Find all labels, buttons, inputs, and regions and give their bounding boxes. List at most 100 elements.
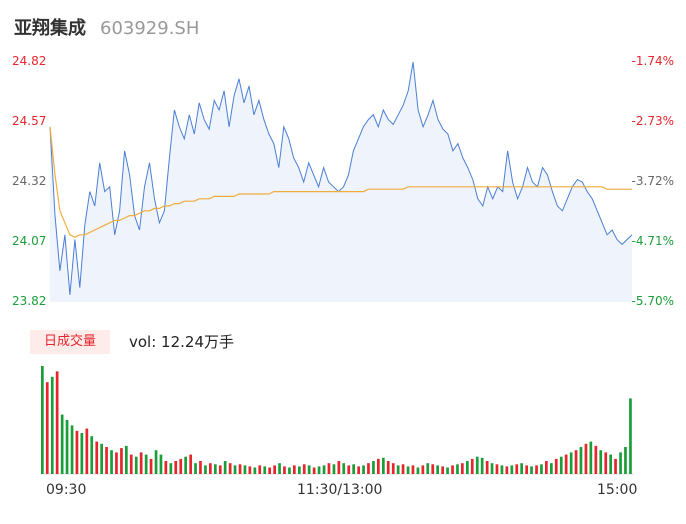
volume-bar <box>421 465 425 474</box>
volume-bar <box>396 465 400 474</box>
volume-bar <box>268 467 271 474</box>
volume-bar <box>554 458 558 474</box>
volume-bar <box>461 463 464 474</box>
volume-bar <box>614 458 617 474</box>
volume-bar <box>199 461 202 474</box>
volume-bar <box>60 414 64 474</box>
pct-tick-high: -1.74% <box>631 54 674 68</box>
volume-bar <box>342 463 346 474</box>
volume-bar <box>470 458 474 474</box>
price-tick-4: 24.07 <box>12 234 47 248</box>
volume-bar <box>441 466 444 474</box>
volume-bar <box>584 443 588 474</box>
volume-bar <box>564 454 568 474</box>
volume-bar <box>139 452 143 474</box>
volume-bar <box>159 454 163 474</box>
price-area-fill <box>50 62 632 302</box>
volume-bar <box>406 466 410 474</box>
volume-bar <box>312 467 316 474</box>
price-tick-high: 24.82 <box>12 54 47 68</box>
volume-bar <box>115 452 118 474</box>
volume-bar <box>184 456 187 474</box>
volume-bar <box>569 452 573 474</box>
pct-tick-4: -4.71% <box>631 234 674 248</box>
volume-bar <box>505 466 509 474</box>
price-tick-mid: 24.32 <box>12 174 47 188</box>
time-label-open: 09:30 <box>46 482 87 498</box>
volume-bar <box>327 463 331 474</box>
volume-bar <box>90 436 94 474</box>
volume-bar <box>50 376 54 474</box>
time-label-midday: 11:30/13:00 <box>297 482 383 498</box>
volume-bar <box>579 447 583 474</box>
volume-bar <box>278 463 281 474</box>
volume-bar <box>456 464 459 474</box>
volume-bar <box>302 464 306 474</box>
volume-bar <box>466 461 469 474</box>
volume-bar <box>164 461 168 474</box>
price-tick-low: 23.82 <box>12 294 47 308</box>
volume-bar <box>367 463 370 474</box>
volume-bar <box>619 452 622 474</box>
volume-bar <box>263 466 267 474</box>
volume-bar <box>386 461 390 474</box>
volume-bar <box>594 445 598 474</box>
volume-bar <box>391 463 395 474</box>
volume-bar <box>70 425 74 474</box>
volume-bar <box>273 465 276 474</box>
volume-bar <box>283 466 286 474</box>
volume-bar <box>500 465 504 474</box>
title-row: 亚翔集成 603929.SH <box>14 14 200 39</box>
volume-bar <box>604 452 608 474</box>
volume-bar <box>510 465 514 474</box>
volume-summary: vol: 12.24万手 <box>129 333 234 351</box>
volume-bar <box>243 465 247 474</box>
volume-bar <box>75 430 79 474</box>
volume-bar <box>45 382 49 474</box>
volume-bar <box>258 465 262 474</box>
volume-tag[interactable]: 日成交量 <box>30 330 110 354</box>
volume-bar <box>293 465 296 474</box>
volume-bar <box>228 463 232 474</box>
volume-bar <box>179 458 183 474</box>
volume-bar <box>490 463 494 474</box>
stock-code: 603929.SH <box>100 18 200 39</box>
volume-bar <box>530 466 533 474</box>
volume-bar <box>214 464 217 474</box>
volume-bar <box>125 445 128 474</box>
volume-bar <box>55 371 59 474</box>
volume-bar <box>149 458 153 474</box>
volume-bar <box>599 450 603 474</box>
volume-bar <box>362 465 365 474</box>
volume-bar <box>436 465 439 474</box>
volume-bar <box>347 465 351 474</box>
pct-tick-mid: -3.72% <box>631 174 674 188</box>
volume-bar <box>451 465 454 474</box>
volume-bar <box>105 447 108 474</box>
volume-bar <box>416 467 420 474</box>
volume-bar <box>169 463 173 474</box>
volume-bar <box>120 448 123 474</box>
volume-bar <box>194 463 197 474</box>
volume-bar <box>446 467 449 474</box>
volume-bar <box>357 466 360 474</box>
volume-bar <box>80 433 84 474</box>
volume-bar <box>485 461 489 474</box>
volume-bar <box>209 463 212 474</box>
volume-bar <box>550 463 553 474</box>
volume-bar <box>515 464 519 474</box>
volume-bar <box>110 450 113 474</box>
volume-bar <box>624 447 627 474</box>
volume-bar <box>372 461 375 474</box>
volume-bar <box>426 463 430 474</box>
volume-bar <box>559 456 563 474</box>
volume-bar <box>337 461 341 474</box>
pct-tick-low: -5.70% <box>631 294 674 308</box>
volume-bar <box>288 467 291 474</box>
volume-bar <box>134 456 138 474</box>
volume-bar <box>589 441 593 474</box>
volume-bar <box>411 465 415 474</box>
volume-bar <box>129 454 133 474</box>
